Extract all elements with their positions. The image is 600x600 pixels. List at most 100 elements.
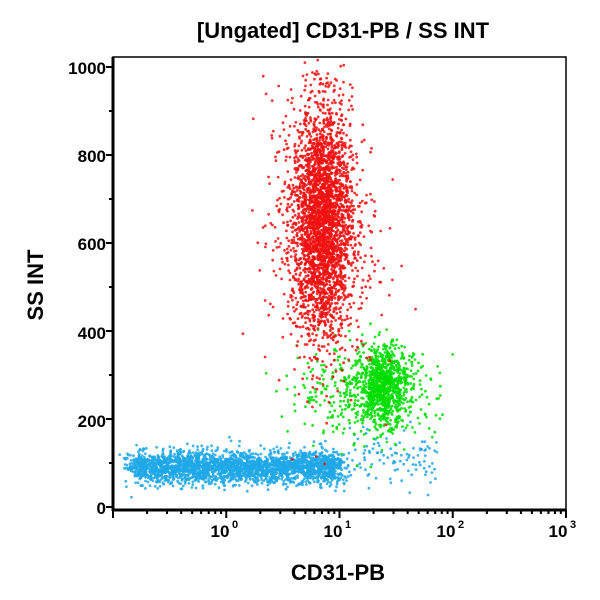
data-point [231,457,235,461]
data-point [312,457,315,460]
data-point [307,481,311,484]
data-point [229,439,233,443]
data-point [313,160,317,164]
data-point [361,425,365,429]
data-point [130,466,134,469]
data-point [288,462,292,466]
data-point [358,359,362,363]
data-point [411,400,415,404]
data-point [418,461,421,464]
data-point [280,477,284,481]
data-point [195,471,199,475]
data-point [264,462,268,466]
data-point [291,480,295,484]
data-point [320,392,323,395]
data-point [390,393,394,396]
data-point [344,286,347,290]
data-point [143,458,146,462]
data-point [397,400,401,404]
data-point [340,408,344,412]
data-point [400,344,404,348]
data-point [339,379,343,383]
data-point [405,458,409,462]
data-point [172,477,176,481]
data-point [374,360,378,364]
data-point [241,467,245,470]
data-point [316,166,319,170]
data-point [416,454,420,457]
data-point [329,363,333,366]
data-point [305,460,309,464]
data-point [316,58,320,62]
data-point [409,369,413,372]
data-point [141,449,145,453]
data-point [372,379,375,383]
data-point [414,398,418,402]
data-point [368,362,371,366]
data-point [172,455,176,458]
data-point [243,463,247,467]
data-point [306,361,310,365]
data-point [384,402,388,406]
data-point [162,482,166,486]
data-point [243,471,247,475]
data-point [314,395,318,398]
data-point [230,472,234,476]
data-point [200,475,203,478]
data-point [225,474,229,478]
data-point [283,196,286,199]
data-point [300,334,303,338]
data-point [408,354,411,358]
data-point [383,359,386,362]
data-point [392,401,396,405]
data-point [328,410,332,414]
data-point [202,478,206,481]
data-point [265,457,269,461]
data-point [386,404,389,408]
data-point [297,468,301,472]
data-point [301,166,305,170]
data-point [373,200,376,203]
data-point [329,483,333,486]
data-point [271,474,274,478]
data-point [262,479,266,483]
data-point [407,358,411,362]
data-point [317,318,320,321]
data-point [343,466,347,470]
data-point [223,488,227,492]
data-point [315,387,319,391]
data-point [224,460,228,463]
data-point [405,373,409,377]
data-point [302,460,306,463]
data-point [200,465,204,468]
data-point [385,440,389,444]
data-point [365,444,368,448]
data-point [201,469,205,473]
data-point [151,472,155,475]
data-point [207,462,211,466]
data-point [197,455,201,458]
data-point [419,448,422,452]
data-point [303,154,307,158]
data-point [312,444,315,448]
data-point [293,124,296,128]
data-point [392,365,396,369]
data-point [380,450,383,454]
data-point [348,338,352,342]
data-point [304,84,307,88]
data-point [344,476,348,479]
data-point [322,479,325,483]
data-point [213,482,217,486]
data-point [379,423,383,427]
data-point [377,444,381,448]
data-point [326,72,330,75]
data-point [171,484,175,488]
data-point [297,457,301,461]
data-point [320,451,324,454]
data-point [385,328,388,331]
data-point [187,455,190,459]
data-point [276,465,280,469]
data-point [270,466,274,470]
data-point [386,364,389,367]
data-point [274,469,278,473]
